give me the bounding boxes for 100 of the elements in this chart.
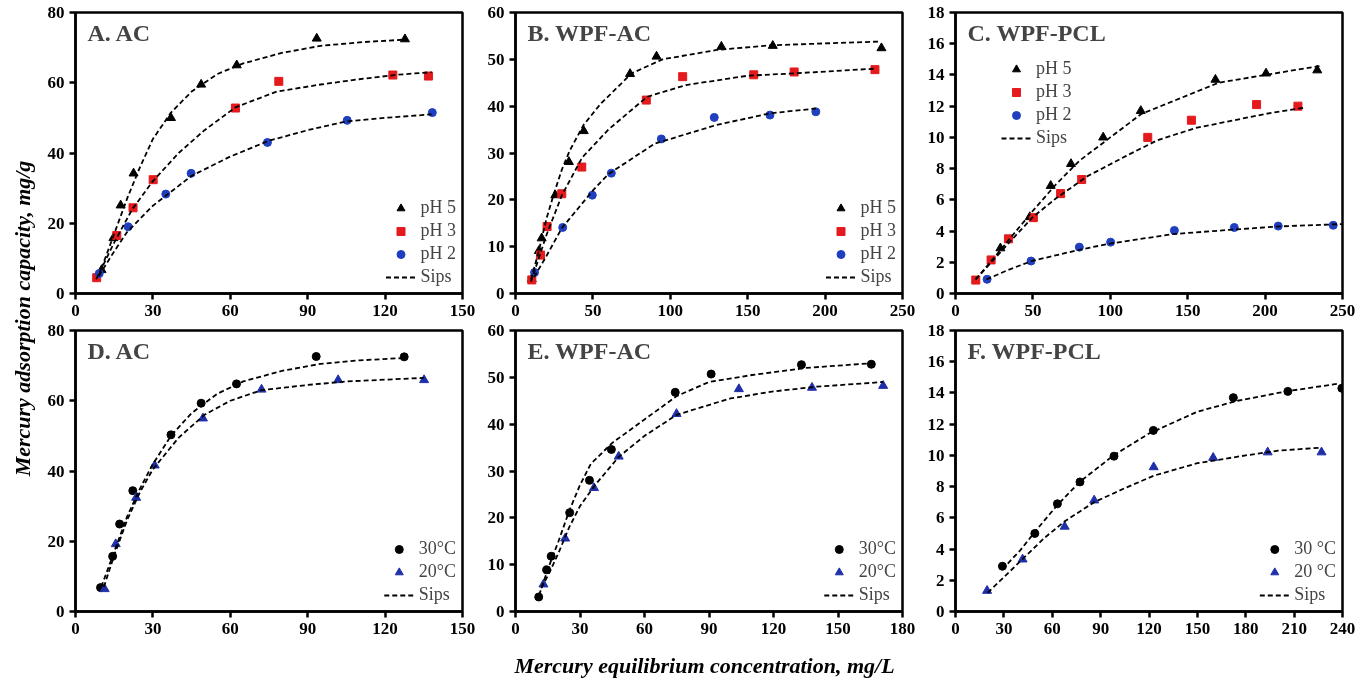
x-tick-label: 180 bbox=[1233, 618, 1259, 638]
y-tick-label: 60 bbox=[47, 73, 65, 93]
x-tick-label: 0 bbox=[71, 618, 80, 638]
x-tick-label: 120 bbox=[372, 300, 398, 320]
x-tick-label: 150 bbox=[1184, 618, 1211, 638]
x-tick-label: 200 bbox=[812, 300, 838, 320]
y-tick-label: 0 bbox=[936, 284, 945, 303]
x-tick-label: 240 bbox=[1329, 618, 1356, 638]
x-tick-label: 30 bbox=[144, 618, 162, 638]
legend-label: Sips bbox=[1294, 584, 1326, 605]
x-tick-label: 90 bbox=[700, 618, 718, 638]
y-tick-label: 16 bbox=[927, 34, 945, 54]
x-tick-label: 90 bbox=[299, 618, 317, 638]
y-axis-title: Mercury adsorption capacity, mg/g bbox=[10, 160, 35, 478]
x-tick-label: 150 bbox=[1174, 300, 1201, 320]
legend-label: 20 °C bbox=[1294, 561, 1336, 582]
x-tick-label: 30 bbox=[144, 300, 162, 320]
legend-label: pH 3 bbox=[860, 220, 896, 241]
x-tick-label: 250 bbox=[1329, 300, 1356, 320]
x-tick-label: 60 bbox=[221, 300, 239, 320]
x-tick-label: 90 bbox=[1092, 618, 1110, 638]
y-tick-label: 30 bbox=[487, 461, 505, 481]
y-tick-label: 10 bbox=[927, 127, 945, 147]
y-tick-label: 40 bbox=[47, 461, 65, 481]
legend-label: pH 2 bbox=[860, 243, 896, 264]
legend-label: Sips bbox=[418, 584, 450, 605]
legend-label: Sips bbox=[858, 584, 890, 605]
y-tick-label: 0 bbox=[56, 284, 65, 303]
x-tick-label: 50 bbox=[584, 300, 602, 320]
legend-label: 20°C bbox=[418, 561, 456, 582]
x-tick-label: 0 bbox=[951, 618, 960, 638]
y-tick-label: 8 bbox=[936, 477, 945, 497]
x-tick-label: 0 bbox=[511, 300, 520, 320]
legend-label: Sips bbox=[420, 266, 452, 287]
x-axis-title: Mercury equilibrium concentration, mg/L bbox=[513, 652, 895, 678]
y-tick-label: 18 bbox=[927, 3, 945, 22]
y-tick-label: 18 bbox=[927, 321, 945, 340]
chart-title: A. AC bbox=[87, 19, 151, 46]
legend-label: pH 3 bbox=[1036, 81, 1072, 102]
x-tick-label: 60 bbox=[636, 618, 653, 638]
legend-label: 30°C bbox=[858, 538, 896, 559]
y-tick-label: 12 bbox=[927, 414, 945, 434]
y-tick-label: 12 bbox=[927, 96, 945, 116]
y-tick-label: 30 bbox=[487, 143, 505, 163]
y-tick-label: 16 bbox=[927, 352, 945, 372]
x-tick-label: 100 bbox=[1097, 300, 1124, 320]
y-tick-label: 4 bbox=[936, 221, 945, 241]
y-tick-label: 0 bbox=[496, 284, 505, 303]
y-tick-label: 80 bbox=[47, 3, 65, 22]
y-tick-label: 20 bbox=[47, 531, 65, 551]
x-tick-label: 150 bbox=[734, 300, 761, 320]
x-tick-label: 210 bbox=[1281, 618, 1307, 638]
y-tick-label: 0 bbox=[496, 602, 505, 621]
x-tick-label: 0 bbox=[511, 618, 520, 638]
legend-label: Sips bbox=[860, 266, 892, 287]
legend-label: pH 5 bbox=[420, 197, 456, 218]
y-tick-label: 8 bbox=[936, 159, 945, 179]
chart-title: B. WPF-AC bbox=[527, 19, 652, 46]
x-tick-label: 0 bbox=[951, 300, 960, 320]
x-tick-label: 60 bbox=[1043, 618, 1061, 638]
x-tick-label: 30 bbox=[571, 618, 589, 638]
legend-label: pH 3 bbox=[420, 220, 456, 241]
x-tick-label: 150 bbox=[449, 618, 476, 638]
legend-label: pH 2 bbox=[420, 243, 456, 264]
y-tick-label: 20 bbox=[487, 508, 505, 528]
y-tick-label: 60 bbox=[487, 3, 505, 22]
y-tick-label: 50 bbox=[487, 367, 505, 387]
x-tick-label: 90 bbox=[299, 300, 317, 320]
y-tick-label: 10 bbox=[487, 237, 505, 257]
legend-label: Sips bbox=[1036, 127, 1068, 148]
x-tick-label: 0 bbox=[71, 300, 80, 320]
x-tick-label: 150 bbox=[825, 618, 851, 638]
legend-label: 20°C bbox=[858, 561, 896, 582]
x-tick-label: 180 bbox=[889, 618, 916, 638]
y-tick-label: 0 bbox=[56, 602, 65, 621]
x-tick-label: 100 bbox=[657, 300, 684, 320]
y-tick-label: 40 bbox=[47, 143, 65, 163]
x-tick-label: 250 bbox=[889, 300, 916, 320]
y-tick-label: 14 bbox=[927, 383, 945, 403]
x-tick-label: 30 bbox=[995, 618, 1013, 638]
x-tick-label: 50 bbox=[1024, 300, 1042, 320]
y-tick-label: 40 bbox=[487, 414, 505, 434]
x-tick-label: 150 bbox=[449, 300, 476, 320]
x-tick-label: 200 bbox=[1252, 300, 1278, 320]
y-tick-label: 50 bbox=[487, 49, 505, 69]
y-tick-label: 2 bbox=[936, 252, 945, 272]
y-tick-label: 60 bbox=[47, 391, 65, 411]
chart-title: D. AC bbox=[87, 337, 151, 364]
y-tick-label: 6 bbox=[936, 190, 945, 210]
legend-label: pH 5 bbox=[1036, 58, 1072, 79]
y-tick-label: 80 bbox=[47, 321, 65, 340]
legend-label: pH 5 bbox=[860, 197, 896, 218]
chart-title: C. WPF-PCL bbox=[967, 19, 1106, 46]
y-tick-label: 14 bbox=[927, 65, 945, 85]
x-tick-label: 120 bbox=[760, 618, 787, 638]
x-tick-label: 120 bbox=[372, 618, 398, 638]
legend-label: 30°C bbox=[418, 538, 456, 559]
chart-title: F. WPF-PCL bbox=[967, 337, 1101, 364]
y-tick-label: 2 bbox=[936, 570, 945, 590]
y-tick-label: 10 bbox=[487, 555, 505, 575]
